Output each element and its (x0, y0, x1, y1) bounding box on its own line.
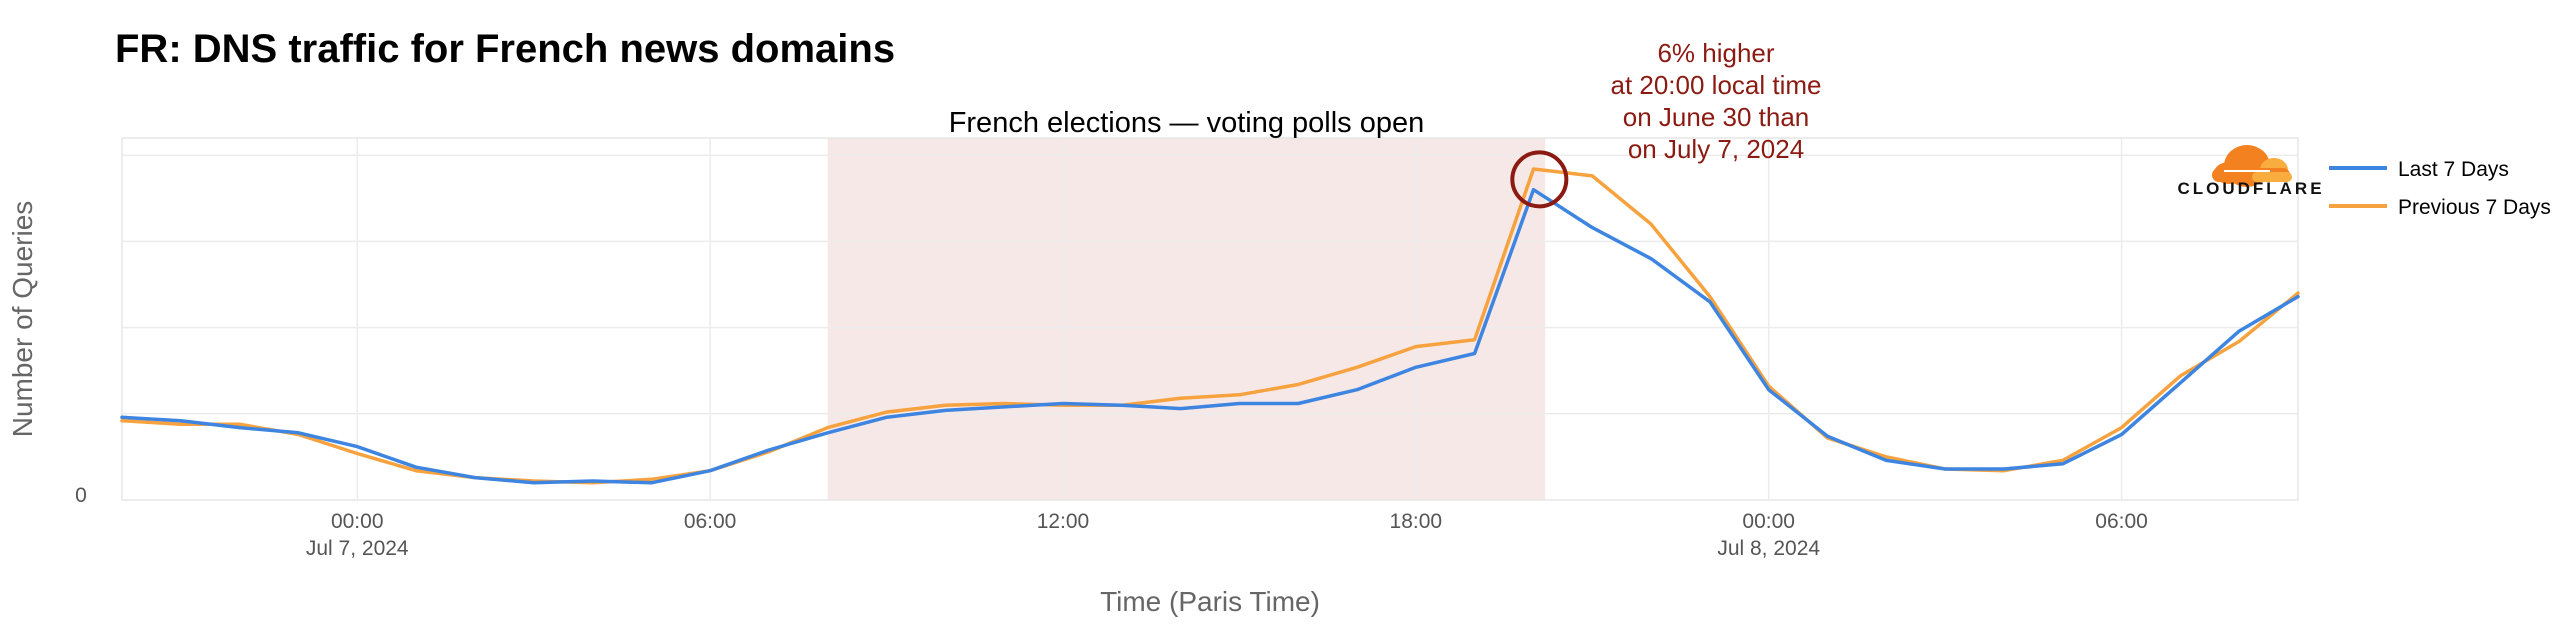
x-axis-ticks: 00:00 Jul 7, 2024 06:00 12:00 18:00 00:00 Jul … (306, 510, 2148, 560)
x-tick-label: 06:00 (2095, 510, 2148, 533)
x-tick-date-label: Jul 7, 2024 (306, 537, 409, 560)
series-line-last-7-days (120, 187, 2300, 485)
annotation-line: on June 30 than (1623, 102, 1810, 132)
grid-lines (122, 138, 2298, 500)
y-tick-label: 0 (75, 484, 87, 507)
legend-label: Last 7 Days (2398, 158, 2509, 181)
annotation-circle (1510, 150, 1569, 209)
legend: Last 7 Days Previous 7 Days (2329, 158, 2551, 219)
legend-label: Previous 7 Days (2398, 196, 2551, 219)
y-axis-title: Number of Queries (7, 201, 38, 438)
annotation-line: at 20:00 local time (1610, 70, 1821, 100)
annotation-line: 6% higher (1657, 38, 1774, 68)
plot-border (121, 137, 2299, 501)
x-tick-label: 06:00 (684, 510, 737, 533)
cloudflare-logo: CLOUDFLARE (2177, 145, 2324, 198)
x-tick-label: 00:00 (331, 510, 384, 533)
x-tick-date-label: Jul 8, 2024 (1717, 537, 1820, 560)
x-tick-label: 00:00 (1742, 510, 1795, 533)
voting-period-band (827, 138, 1546, 500)
annotation-line: on July 7, 2024 (1628, 134, 1804, 164)
x-tick-label: 12:00 (1037, 510, 1090, 533)
annotation-text: 6% higher at 20:00 local time on June 30… (1610, 38, 1821, 164)
legend-item-previous-7-days: Previous 7 Days (2329, 196, 2551, 219)
chart-title: FR: DNS traffic for French news domains (115, 27, 895, 71)
series-lines (120, 167, 2300, 485)
logo-wordmark: CLOUDFLARE (2177, 179, 2324, 198)
cloud-icon (2212, 145, 2292, 187)
x-tick-label: 18:00 (1390, 510, 1443, 533)
x-axis-title: Time (Paris Time) (1100, 586, 1320, 617)
band-label: French elections — voting polls open (949, 107, 1425, 139)
legend-item-last-7-days: Last 7 Days (2329, 158, 2509, 181)
